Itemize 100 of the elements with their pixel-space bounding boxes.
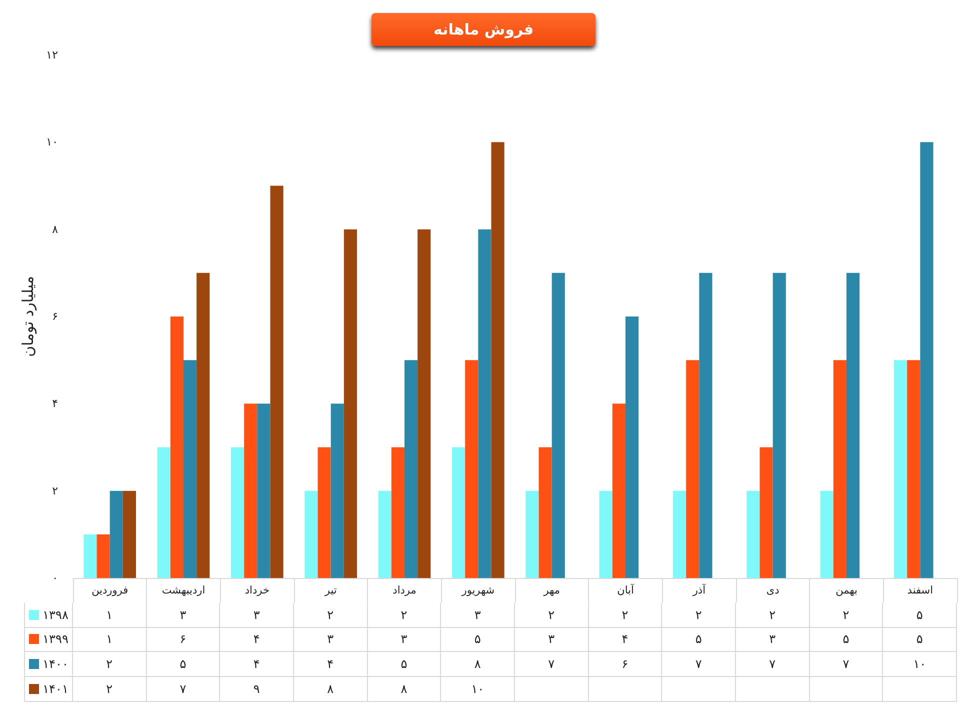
- data-label: ۸: [327, 682, 334, 696]
- bar: [686, 360, 700, 578]
- bar: [538, 447, 552, 578]
- data-label: ۶: [622, 657, 628, 672]
- data-label: ۷: [180, 682, 186, 696]
- data-label: ۲: [106, 657, 113, 672]
- data-label: ۵: [916, 608, 923, 622]
- data-label: ۳: [769, 632, 776, 646]
- data-label: ۷: [769, 657, 776, 672]
- bar: [746, 490, 760, 578]
- bar: [820, 490, 834, 578]
- y-tick-label: ۰: [52, 572, 58, 584]
- data-label: ۵: [916, 632, 923, 646]
- bar: [344, 229, 357, 578]
- x-tick-label: دی: [766, 584, 780, 596]
- data-label: ۵: [474, 632, 481, 646]
- legend-label: ۱۴۰۱: [42, 682, 68, 696]
- x-tick-label: آبان: [617, 584, 635, 596]
- x-tick-label: تیر: [324, 584, 337, 596]
- bar: [244, 404, 258, 578]
- data-label: ۱: [106, 608, 113, 622]
- data-label: ۲: [106, 682, 113, 696]
- bar: [465, 360, 478, 578]
- data-label: ۳: [253, 608, 260, 622]
- bar: [599, 490, 612, 578]
- x-tick-label: آذر: [692, 584, 707, 596]
- data-label: ۵: [842, 632, 850, 646]
- bar: [231, 447, 244, 578]
- x-tick-label: اردیبهشت: [162, 584, 206, 596]
- x-tick-label: شهریور: [460, 584, 495, 596]
- data-label: ۵: [180, 657, 186, 672]
- bar: [478, 229, 492, 578]
- data-label: ۲: [842, 608, 850, 622]
- bar: [270, 186, 284, 578]
- bar: [96, 534, 110, 578]
- chart-title: فروش ماهانه: [433, 20, 534, 38]
- bar: [157, 447, 170, 578]
- data-label: ۸: [400, 682, 408, 696]
- bar: [170, 316, 184, 578]
- bar: [760, 447, 773, 578]
- bar: [491, 142, 504, 578]
- bar: [196, 272, 210, 578]
- bar: [418, 229, 431, 578]
- data-label: ۳: [327, 632, 334, 646]
- bar: [846, 272, 860, 578]
- x-tick-label: فروردین: [92, 584, 128, 596]
- data-label: ۲: [400, 608, 408, 622]
- bar: [184, 360, 197, 578]
- y-axis-title: میلیارد تومان: [18, 276, 37, 357]
- data-label: ۱: [106, 632, 113, 646]
- data-label: ۴: [622, 632, 628, 646]
- legend-label: ۱۴۰۰: [42, 657, 68, 672]
- data-label: ۳: [548, 632, 555, 646]
- data-label: ۳: [180, 608, 186, 622]
- data-label: ۸: [474, 657, 481, 672]
- data-label: ۷: [842, 657, 850, 672]
- x-tick-label: مرداد: [392, 584, 416, 596]
- bar: [699, 272, 712, 578]
- data-label: ۴: [327, 657, 334, 672]
- bar: [378, 490, 392, 578]
- bar: [626, 316, 639, 578]
- x-tick-label: خرداد: [244, 584, 270, 596]
- legend-label: ۱۳۹۹: [42, 632, 68, 646]
- bar: [894, 360, 908, 578]
- data-label: ۵: [695, 632, 702, 646]
- data-label: ۴: [253, 657, 260, 672]
- bar: [391, 447, 404, 578]
- bar: [920, 142, 934, 578]
- data-label: ۱۰: [913, 657, 926, 672]
- bar: [907, 360, 920, 578]
- bar: [833, 360, 846, 578]
- bar: [452, 447, 466, 578]
- data-label: ۳: [474, 608, 481, 622]
- data-label: ۷: [548, 657, 555, 672]
- bar: [304, 490, 318, 578]
- bar: [612, 404, 626, 578]
- y-tick-label: ۸: [52, 222, 58, 236]
- data-label: ۲: [327, 608, 334, 622]
- bar: [526, 490, 539, 578]
- data-label: ۷: [695, 657, 702, 672]
- data-label: ۲: [548, 608, 555, 622]
- y-tick-label: ۱۰: [46, 136, 58, 149]
- bar: [318, 447, 331, 578]
- y-tick-label: ۴: [52, 397, 58, 410]
- bar: [772, 272, 786, 578]
- x-tick-label: اسفند: [907, 584, 934, 596]
- bar: [257, 404, 270, 578]
- data-label: ۲: [622, 608, 628, 622]
- data-label: ۲: [695, 608, 702, 622]
- data-label: ۴: [253, 632, 260, 646]
- bar: [404, 360, 418, 578]
- bar: [330, 404, 344, 578]
- data-label: ۵: [400, 657, 408, 672]
- y-tick-label: ۶: [52, 310, 58, 323]
- x-tick-label: بهمن: [836, 584, 858, 596]
- x-tick-label: مهر: [542, 584, 560, 596]
- bar: [552, 272, 565, 578]
- y-tick-label: ۲: [52, 484, 58, 498]
- legend-label: ۱۳۹۸: [42, 608, 68, 622]
- bar: [673, 490, 686, 578]
